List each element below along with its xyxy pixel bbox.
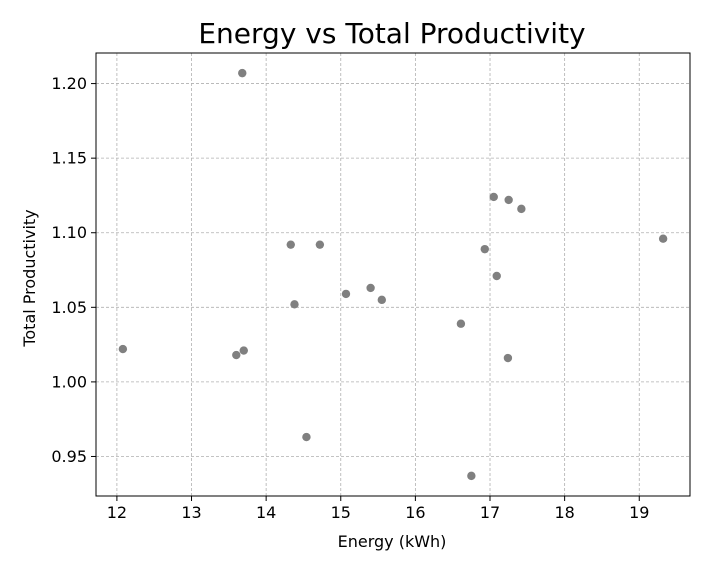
scatter-point	[286, 240, 295, 249]
x-tick-label: 16	[405, 503, 425, 522]
x-axis-label: Energy (kWh)	[338, 532, 447, 551]
scatter-point	[377, 295, 387, 305]
x-tick-label: 14	[256, 503, 276, 522]
scatter-point	[118, 344, 128, 354]
y-tick-label: 0.95	[51, 447, 87, 466]
scatter-point	[232, 350, 241, 360]
x-tick-label: 19	[629, 503, 649, 522]
x-tick-label: 18	[554, 503, 574, 522]
chart-title: Energy vs Total Productivity	[198, 17, 585, 50]
scatter-point	[238, 68, 247, 78]
scatter-point	[467, 471, 476, 481]
y-tick-label: 1.10	[51, 223, 87, 242]
x-tick-label: 17	[480, 503, 500, 522]
scatter-point	[658, 234, 668, 243]
grid-layer	[96, 53, 690, 496]
scatter-point	[489, 192, 498, 202]
y-axis-label: Total Productivity	[20, 209, 39, 347]
scatter-point	[492, 271, 501, 281]
x-tick-label: 12	[107, 503, 127, 522]
y-tick-label: 1.00	[51, 372, 87, 391]
scatter-point	[290, 300, 299, 309]
scatter-point	[366, 283, 375, 293]
y-tick-label: 1.15	[51, 149, 87, 168]
x-tick-label: 13	[181, 503, 201, 522]
scatter-point	[517, 204, 526, 214]
x-tick-label: 15	[331, 503, 351, 522]
scatter-point	[239, 346, 248, 355]
scatter-point	[315, 240, 325, 249]
scatter-point	[503, 353, 513, 363]
scatter-point	[480, 244, 489, 254]
point-layer	[118, 68, 668, 481]
y-tick-label: 1.20	[51, 74, 87, 93]
scatter-point	[302, 432, 311, 442]
plot-frame	[95, 52, 691, 497]
tick-layer: 12 13 14 15 16 17 18 19 0.95 1.00 1.05 1.10 1.15 1.20	[51, 74, 649, 522]
y-tick-label: 1.05	[51, 298, 87, 317]
scatter-point	[341, 289, 351, 299]
scatter-point	[504, 195, 513, 205]
scatter-point	[456, 319, 466, 328]
